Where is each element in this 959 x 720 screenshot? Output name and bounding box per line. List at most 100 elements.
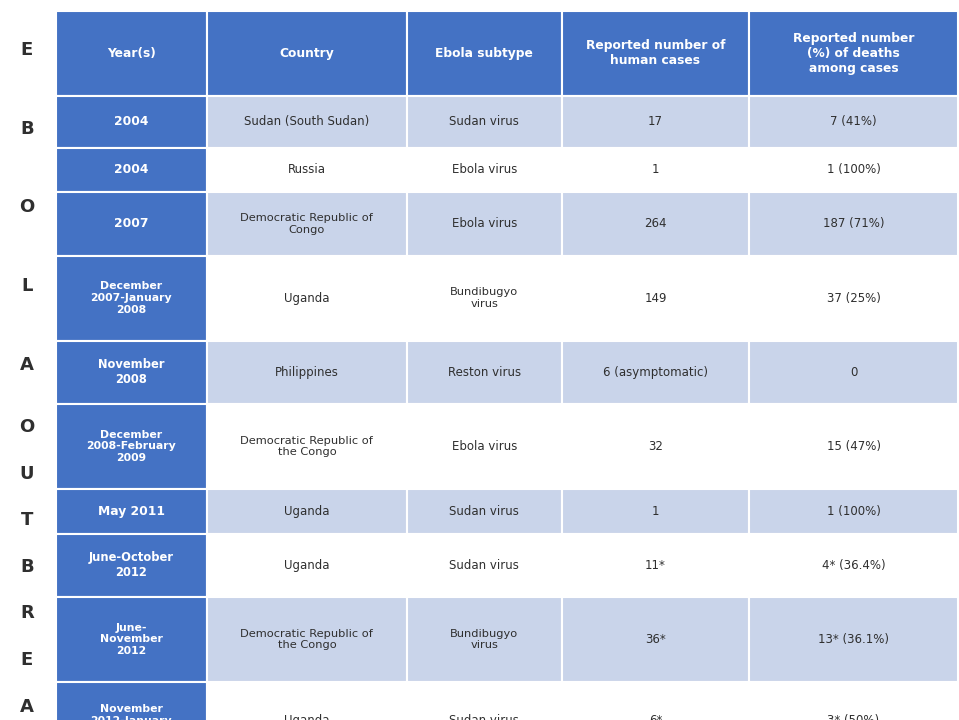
Bar xyxy=(207,96,407,148)
Text: U: U xyxy=(19,465,35,483)
Bar xyxy=(407,192,562,256)
Bar xyxy=(407,148,562,192)
Bar xyxy=(207,148,407,192)
Bar xyxy=(407,96,562,148)
Bar xyxy=(56,534,207,597)
Text: O: O xyxy=(19,198,35,216)
Bar xyxy=(562,489,749,534)
Text: Reston virus: Reston virus xyxy=(448,366,521,379)
Text: 37 (25%): 37 (25%) xyxy=(827,292,880,305)
Bar xyxy=(749,597,958,682)
Bar xyxy=(207,404,407,489)
Text: Bundibugyo
virus: Bundibugyo virus xyxy=(450,287,519,309)
Bar xyxy=(562,192,749,256)
Text: 13* (36.1%): 13* (36.1%) xyxy=(818,633,889,646)
Bar xyxy=(56,404,207,489)
Text: Country: Country xyxy=(279,47,335,60)
Text: Sudan virus: Sudan virus xyxy=(450,115,519,128)
Bar xyxy=(562,256,749,341)
Bar xyxy=(749,534,958,597)
Text: 6 (asymptomatic): 6 (asymptomatic) xyxy=(603,366,708,379)
Text: B: B xyxy=(20,558,34,576)
Text: December
2007-January
2008: December 2007-January 2008 xyxy=(90,282,173,315)
Text: 32: 32 xyxy=(648,440,663,453)
Bar xyxy=(56,682,207,720)
Text: June-
November
2012: June- November 2012 xyxy=(100,623,163,656)
Text: Russia: Russia xyxy=(288,163,326,176)
Text: June-October
2012: June-October 2012 xyxy=(89,552,174,579)
Text: May 2011: May 2011 xyxy=(98,505,165,518)
Bar xyxy=(207,597,407,682)
Bar xyxy=(207,534,407,597)
Text: Democratic Republic of
the Congo: Democratic Republic of the Congo xyxy=(241,436,373,457)
Text: E: E xyxy=(21,651,33,669)
Bar xyxy=(562,96,749,148)
Text: A: A xyxy=(20,356,34,374)
Text: 2007: 2007 xyxy=(114,217,149,230)
Bar xyxy=(749,11,958,96)
Bar xyxy=(56,341,207,404)
Bar xyxy=(407,534,562,597)
Bar xyxy=(749,682,958,720)
Bar xyxy=(207,256,407,341)
Bar xyxy=(562,404,749,489)
Bar xyxy=(56,489,207,534)
Bar xyxy=(562,682,749,720)
Text: Uganda: Uganda xyxy=(284,714,330,720)
Text: Democratic Republic of
Congo: Democratic Republic of Congo xyxy=(241,213,373,235)
Text: Ebola virus: Ebola virus xyxy=(452,217,517,230)
Text: 6*: 6* xyxy=(649,714,662,720)
Text: 0: 0 xyxy=(850,366,857,379)
Bar xyxy=(56,96,207,148)
Text: 11*: 11* xyxy=(645,559,666,572)
Text: 15 (47%): 15 (47%) xyxy=(827,440,880,453)
Text: Bundibugyo
virus: Bundibugyo virus xyxy=(450,629,519,650)
Bar xyxy=(562,534,749,597)
Bar xyxy=(749,148,958,192)
Bar xyxy=(407,256,562,341)
Text: Reported number
(%) of deaths
among cases: Reported number (%) of deaths among case… xyxy=(793,32,914,75)
Bar xyxy=(407,682,562,720)
Text: 7 (41%): 7 (41%) xyxy=(830,115,877,128)
Bar xyxy=(207,341,407,404)
Bar xyxy=(562,341,749,404)
Bar xyxy=(562,597,749,682)
Text: 17: 17 xyxy=(648,115,663,128)
Text: Sudan virus: Sudan virus xyxy=(450,505,519,518)
Bar xyxy=(749,404,958,489)
Bar xyxy=(749,96,958,148)
Bar xyxy=(749,256,958,341)
Bar xyxy=(207,192,407,256)
Bar xyxy=(407,489,562,534)
Bar xyxy=(56,192,207,256)
Text: E: E xyxy=(21,41,33,59)
Text: December
2008-February
2009: December 2008-February 2009 xyxy=(86,430,176,463)
Text: Uganda: Uganda xyxy=(284,505,330,518)
Text: 264: 264 xyxy=(644,217,667,230)
Text: Year(s): Year(s) xyxy=(107,47,155,60)
Text: 187 (71%): 187 (71%) xyxy=(823,217,884,230)
Text: R: R xyxy=(20,605,34,622)
Text: 149: 149 xyxy=(644,292,667,305)
Text: Ebola virus: Ebola virus xyxy=(452,163,517,176)
Text: Ebola virus: Ebola virus xyxy=(452,440,517,453)
Text: L: L xyxy=(21,277,33,295)
Text: Philippines: Philippines xyxy=(275,366,339,379)
Bar xyxy=(407,11,562,96)
Bar xyxy=(56,597,207,682)
Text: Uganda: Uganda xyxy=(284,559,330,572)
Text: A: A xyxy=(20,698,34,716)
Text: Democratic Republic of
the Congo: Democratic Republic of the Congo xyxy=(241,629,373,650)
Text: 2004: 2004 xyxy=(114,115,149,128)
Bar xyxy=(56,256,207,341)
Text: Reported number of
human cases: Reported number of human cases xyxy=(586,40,725,67)
Text: O: O xyxy=(19,418,35,436)
Text: 1: 1 xyxy=(652,505,659,518)
Text: B: B xyxy=(20,120,34,138)
Bar xyxy=(749,192,958,256)
Text: 1 (100%): 1 (100%) xyxy=(827,163,880,176)
Text: Sudan virus: Sudan virus xyxy=(450,559,519,572)
Text: 1 (100%): 1 (100%) xyxy=(827,505,880,518)
Bar xyxy=(407,341,562,404)
Bar xyxy=(207,11,407,96)
